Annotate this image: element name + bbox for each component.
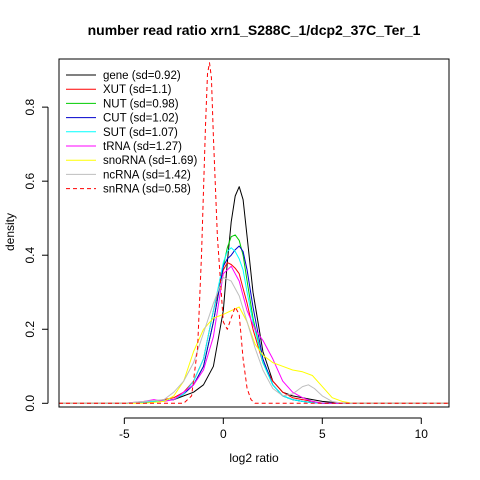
legend-label-8: snRNA (sd=0.58): [103, 184, 191, 196]
series-line-0: [59, 186, 449, 404]
plot-frame: [58, 58, 450, 408]
y-tick-label-0: 0.0: [23, 395, 37, 412]
legend-label-5: tRNA (sd=1.27): [103, 141, 182, 153]
x-axis: -5 0 5 10: [119, 417, 429, 441]
y-axis-label: density: [3, 213, 17, 251]
legend-label-1: XUT (sd=1.1): [103, 84, 172, 96]
legend-label-0: gene (sd=0.92): [103, 70, 181, 82]
x-axis-label: log2 ratio: [229, 451, 279, 465]
legend-label-4: SUT (sd=1.07): [103, 127, 178, 139]
x-tick-label-3: 10: [415, 427, 429, 441]
y-tick-label-1: 0.2: [23, 321, 37, 338]
y-tick-label-2: 0.4: [23, 247, 37, 264]
x-tick-label-2: 5: [319, 427, 326, 441]
chart-title: number read ratio xrn1_S288C_1/dcp2_37C_…: [88, 22, 421, 38]
series-lines: [59, 62, 449, 404]
y-axis: 0.0 0.2 0.4 0.6 0.8: [23, 98, 49, 412]
y-tick-label-3: 0.6: [23, 173, 37, 190]
legend-label-2: NUT (sd=0.98): [103, 98, 179, 110]
x-tick-label-1: 0: [220, 427, 227, 441]
y-tick-label-4: 0.8: [23, 98, 37, 115]
x-tick-label-0: -5: [119, 427, 130, 441]
series-line-7: [59, 276, 449, 404]
legend: gene (sd=0.92) XUT (sd=1.1) NUT (sd=0.98) C…: [66, 70, 197, 196]
legend-label-7: ncRNA (sd=1.42): [103, 169, 191, 181]
series-line-8: [59, 62, 449, 404]
legend-label-6: snoRNA (sd=1.69): [103, 155, 197, 167]
series-line-4: [59, 247, 449, 404]
legend-label-3: CUT (sd=1.02): [103, 113, 179, 125]
